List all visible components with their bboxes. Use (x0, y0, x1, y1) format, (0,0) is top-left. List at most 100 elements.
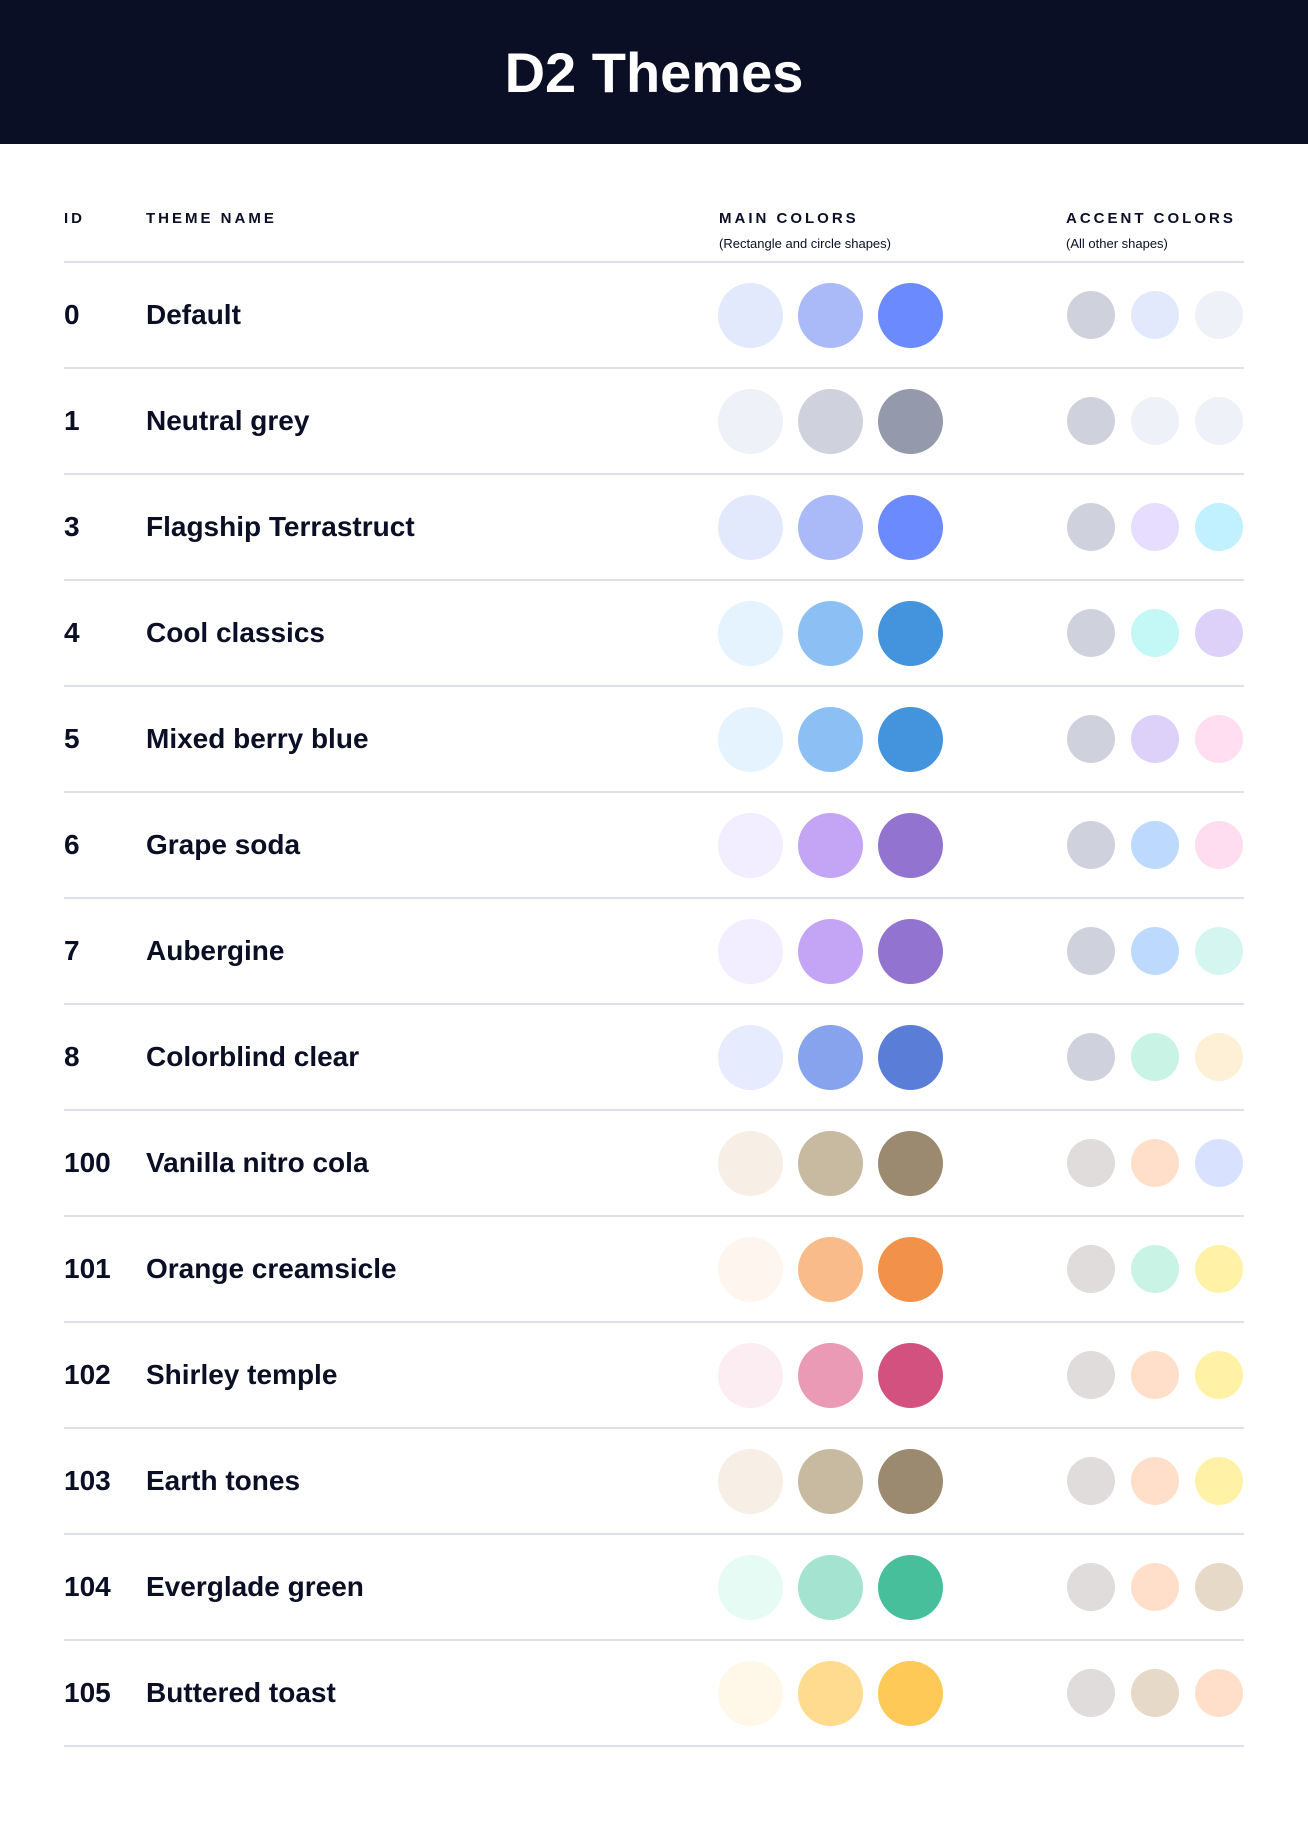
page-title: D2 Themes (504, 40, 804, 104)
table-row: 105 Buttered toast (64, 1641, 1244, 1747)
accent-colors-subtitle: (All other shapes) (1066, 236, 1168, 251)
column-header-theme-name: THEME NAME (146, 210, 277, 227)
accent-color-swatch (1195, 821, 1243, 869)
page-header: D2 Themes (0, 0, 1308, 144)
main-color-swatch (718, 1237, 783, 1302)
main-color-swatch (878, 919, 943, 984)
theme-id: 100 (64, 1147, 111, 1178)
accent-color-swatch (1195, 1139, 1243, 1187)
accent-color-swatch (1131, 1245, 1179, 1293)
theme-id: 105 (64, 1677, 111, 1708)
main-color-swatch (798, 495, 863, 560)
theme-id: 101 (64, 1253, 111, 1284)
theme-id: 0 (64, 299, 80, 330)
accent-color-swatch (1067, 715, 1115, 763)
theme-id: 103 (64, 1465, 111, 1496)
table-row: 1 Neutral grey (64, 369, 1244, 475)
main-color-swatch (798, 1555, 863, 1620)
accent-color-swatch (1195, 1457, 1243, 1505)
accent-color-swatch (1131, 1033, 1179, 1081)
main-color-swatch (798, 1661, 863, 1726)
themes-table: ID THEME NAME MAIN COLORS (Rectangle and… (64, 144, 1244, 1747)
accent-color-swatch (1067, 397, 1115, 445)
theme-id: 1 (64, 405, 80, 436)
accent-color-swatch (1131, 291, 1179, 339)
table-row: 5 Mixed berry blue (64, 687, 1244, 793)
theme-id: 3 (64, 511, 80, 542)
theme-name: Earth tones (146, 1465, 301, 1496)
theme-name: Colorblind clear (146, 1041, 360, 1072)
column-header-id: ID (64, 210, 85, 227)
main-color-swatch (878, 813, 943, 878)
main-color-swatch (878, 707, 943, 772)
theme-name: Aubergine (146, 935, 285, 966)
theme-name: Vanilla nitro cola (146, 1147, 369, 1178)
theme-name: Grape soda (146, 829, 301, 860)
main-color-swatch (798, 707, 863, 772)
main-color-swatch (718, 707, 783, 772)
theme-name: Cool classics (146, 617, 325, 648)
theme-name: Shirley temple (146, 1359, 338, 1390)
accent-color-swatch (1131, 715, 1179, 763)
table-row: 104 Everglade green (64, 1535, 1244, 1641)
main-color-swatch (718, 1131, 783, 1196)
accent-color-swatch (1131, 821, 1179, 869)
accent-color-swatch (1067, 821, 1115, 869)
theme-id: 8 (64, 1041, 80, 1072)
main-color-swatch (718, 813, 783, 878)
theme-name: Buttered toast (146, 1677, 336, 1708)
table-header: ID THEME NAME MAIN COLORS (Rectangle and… (64, 144, 1244, 263)
accent-color-swatch (1067, 609, 1115, 657)
table-row: 7 Aubergine (64, 899, 1244, 1005)
accent-color-swatch (1067, 503, 1115, 551)
main-color-swatch (878, 1237, 943, 1302)
accent-color-swatch (1195, 609, 1243, 657)
theme-name: Flagship Terrastruct (146, 511, 415, 542)
accent-color-swatch (1195, 397, 1243, 445)
main-color-swatch (718, 389, 783, 454)
main-color-swatch (718, 495, 783, 560)
table-row: 0 Default (64, 263, 1244, 369)
accent-color-swatch (1195, 927, 1243, 975)
accent-color-swatch (1067, 1563, 1115, 1611)
accent-color-swatch (1067, 927, 1115, 975)
main-color-swatch (878, 1449, 943, 1514)
accent-color-swatch (1195, 1563, 1243, 1611)
main-color-swatch (718, 283, 783, 348)
accent-color-swatch (1131, 397, 1179, 445)
main-color-swatch (718, 919, 783, 984)
main-color-swatch (878, 495, 943, 560)
accent-color-swatch (1131, 1139, 1179, 1187)
accent-color-swatch (1131, 1669, 1179, 1717)
accent-color-swatch (1131, 1563, 1179, 1611)
table-row: 103 Earth tones (64, 1429, 1244, 1535)
main-color-swatch (798, 919, 863, 984)
main-color-swatch (878, 283, 943, 348)
table-row: 4 Cool classics (64, 581, 1244, 687)
theme-id: 102 (64, 1359, 111, 1390)
accent-color-swatch (1195, 503, 1243, 551)
main-color-swatch (718, 601, 783, 666)
column-header-main-colors: MAIN COLORS (719, 210, 859, 227)
main-color-swatch (798, 813, 863, 878)
accent-color-swatch (1195, 715, 1243, 763)
theme-name: Everglade green (146, 1571, 364, 1602)
main-color-swatch (878, 1661, 943, 1726)
main-color-swatch (878, 1555, 943, 1620)
theme-id: 4 (64, 617, 80, 648)
table-row: 8 Colorblind clear (64, 1005, 1244, 1111)
accent-color-swatch (1067, 1139, 1115, 1187)
theme-name: Orange creamsicle (146, 1253, 397, 1284)
main-color-swatch (878, 1025, 943, 1090)
accent-color-swatch (1131, 1457, 1179, 1505)
main-color-swatch (878, 1343, 943, 1408)
accent-color-swatch (1067, 1351, 1115, 1399)
main-color-swatch (718, 1025, 783, 1090)
accent-color-swatch (1067, 1033, 1115, 1081)
accent-color-swatch (1195, 291, 1243, 339)
accent-color-swatch (1131, 927, 1179, 975)
accent-color-swatch (1131, 609, 1179, 657)
table-row: 6 Grape soda (64, 793, 1244, 899)
main-color-swatch (878, 601, 943, 666)
table-row: 3 Flagship Terrastruct (64, 475, 1244, 581)
